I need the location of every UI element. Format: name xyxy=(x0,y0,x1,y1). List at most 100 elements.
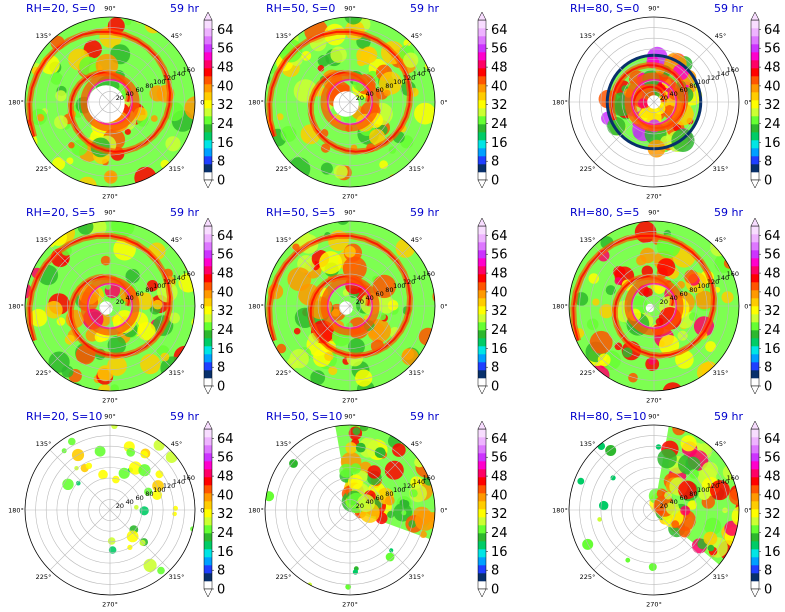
radial-tick-label: 20 xyxy=(356,94,364,102)
colorbar-segment xyxy=(478,485,486,494)
colorbar-segment xyxy=(478,429,486,438)
colorbar-segment xyxy=(478,533,486,542)
angle-tick-label: 135° xyxy=(580,440,596,448)
angle-tick-label: 180° xyxy=(8,99,24,107)
polar-grid xyxy=(569,221,739,391)
colorbar-extend-top xyxy=(203,420,213,430)
colorbar-segment xyxy=(204,132,212,141)
colorbar-tick-label: 64 xyxy=(491,432,508,447)
colorbar-segment xyxy=(204,36,212,45)
colorbar-segment xyxy=(204,541,212,550)
colorbar-segment xyxy=(478,362,486,371)
angle-tick-label: 315° xyxy=(713,369,729,377)
colorbar-tick-label: 56 xyxy=(764,42,781,57)
colorbar-tick-label: 16 xyxy=(764,545,781,560)
colorbar-segment xyxy=(478,314,486,323)
colorbar-tick-label: 40 xyxy=(217,285,234,300)
radial-tick-label: 100 xyxy=(393,486,405,494)
colorbar-segment xyxy=(751,124,759,133)
colorbar-segment xyxy=(478,250,486,259)
colorbar-segment xyxy=(204,258,212,267)
colorbar-tick-label: 16 xyxy=(764,342,781,357)
radial-tick-label: 120 xyxy=(163,278,175,286)
colorbar-tick-label: 64 xyxy=(491,23,508,38)
colorbar-segment xyxy=(751,549,759,558)
colorbar-segment xyxy=(204,453,212,462)
colorbar-segment xyxy=(751,437,759,446)
colorbar-extend-bottom xyxy=(477,385,487,395)
colorbar-segment xyxy=(204,346,212,355)
colorbar-segment xyxy=(751,370,759,379)
radial-tick-label: 40 xyxy=(126,498,134,506)
radial-tick-label: 120 xyxy=(403,278,415,286)
colorbar-extend-bottom xyxy=(750,179,760,189)
colorbar-segment xyxy=(204,378,212,387)
colorbar-tick-label: 48 xyxy=(764,267,781,282)
radial-tick-label: 20 xyxy=(660,502,668,510)
colorbar-segment xyxy=(478,164,486,173)
colorbar-segment xyxy=(751,525,759,534)
colorbar-tick-label: 64 xyxy=(217,229,234,244)
colorbar-segment xyxy=(751,36,759,45)
angle-tick-label: 90° xyxy=(648,413,660,421)
colorbar-extend-bottom xyxy=(477,179,487,189)
colorbar-segment xyxy=(204,266,212,275)
polar-grid xyxy=(25,425,195,595)
radial-tick-label: 140 xyxy=(413,274,425,282)
radial-tick-label: 100 xyxy=(697,282,709,290)
colorbar-extend-bottom xyxy=(203,179,213,189)
colorbar: 0 8 16 24 32 40 48 56 64 xyxy=(203,420,234,598)
radial-tick-label: 20 xyxy=(356,298,364,306)
colorbar-tick-label: 24 xyxy=(491,526,508,541)
colorbar-segment xyxy=(478,557,486,566)
colorbar-tick-label: 40 xyxy=(217,488,234,503)
colorbar-segment xyxy=(751,322,759,331)
panel-9: 0°45°90°135°180°225°270°315°20 40 60 80 1001… xyxy=(552,410,780,609)
colorbar-segment xyxy=(478,124,486,133)
radial-tick-label: 160 xyxy=(423,270,435,278)
colorbar-segment xyxy=(751,533,759,542)
angle-tick-label: 270° xyxy=(102,193,118,201)
colorbar-tick-label: 24 xyxy=(491,117,508,132)
colorbar: 0 8 16 24 32 40 48 56 64 xyxy=(477,217,508,395)
colorbar-segment xyxy=(751,132,759,141)
polar-grid xyxy=(569,425,739,595)
angle-tick-label: 180° xyxy=(552,507,568,515)
colorbar-segment xyxy=(751,461,759,470)
radial-tick-label: 40 xyxy=(126,294,134,302)
colorbar-segment xyxy=(204,60,212,69)
angle-tick-label: 135° xyxy=(276,236,292,244)
colorbar-segment xyxy=(478,493,486,502)
colorbar-tick-label: 48 xyxy=(491,61,508,76)
colorbar-segment xyxy=(204,581,212,590)
angle-tick-label: 315° xyxy=(713,573,729,581)
colorbar-tick-label: 24 xyxy=(217,526,234,541)
colorbar-segment xyxy=(478,322,486,331)
colorbar-segment xyxy=(478,92,486,101)
colorbar-segment xyxy=(751,541,759,550)
colorbar-segment xyxy=(478,258,486,267)
panel-3: 0°45°90°135°180°225°270°315°20 40 60 80 1001… xyxy=(552,2,780,201)
radial-tick-label: 100 xyxy=(697,78,709,86)
colorbar-segment xyxy=(478,581,486,590)
angle-tick-label: 45° xyxy=(411,32,423,40)
radial-tick-label: 100 xyxy=(153,282,165,290)
angle-tick-label: 0° xyxy=(744,99,751,107)
angle-tick-label: 225° xyxy=(276,165,292,173)
radial-tick-label: 80 xyxy=(385,490,393,498)
angle-tick-label: 180° xyxy=(248,303,264,311)
angle-tick-label: 45° xyxy=(715,236,727,244)
polar-grid xyxy=(265,17,435,187)
colorbar-segment xyxy=(478,445,486,454)
colorbar-segment xyxy=(478,549,486,558)
colorbar-segment xyxy=(751,52,759,61)
colorbar-segment xyxy=(751,378,759,387)
colorbar-segment xyxy=(751,266,759,275)
angle-tick-label: 90° xyxy=(344,413,356,421)
colorbar-tick-label: 0 xyxy=(217,380,225,395)
colorbar-segment xyxy=(478,338,486,347)
colorbar-tick-label: 24 xyxy=(217,323,234,338)
colorbar-segment xyxy=(478,234,486,243)
panel-8: 0°45°90°135°180°225°270°315°20 40 60 80 1001… xyxy=(248,410,507,609)
